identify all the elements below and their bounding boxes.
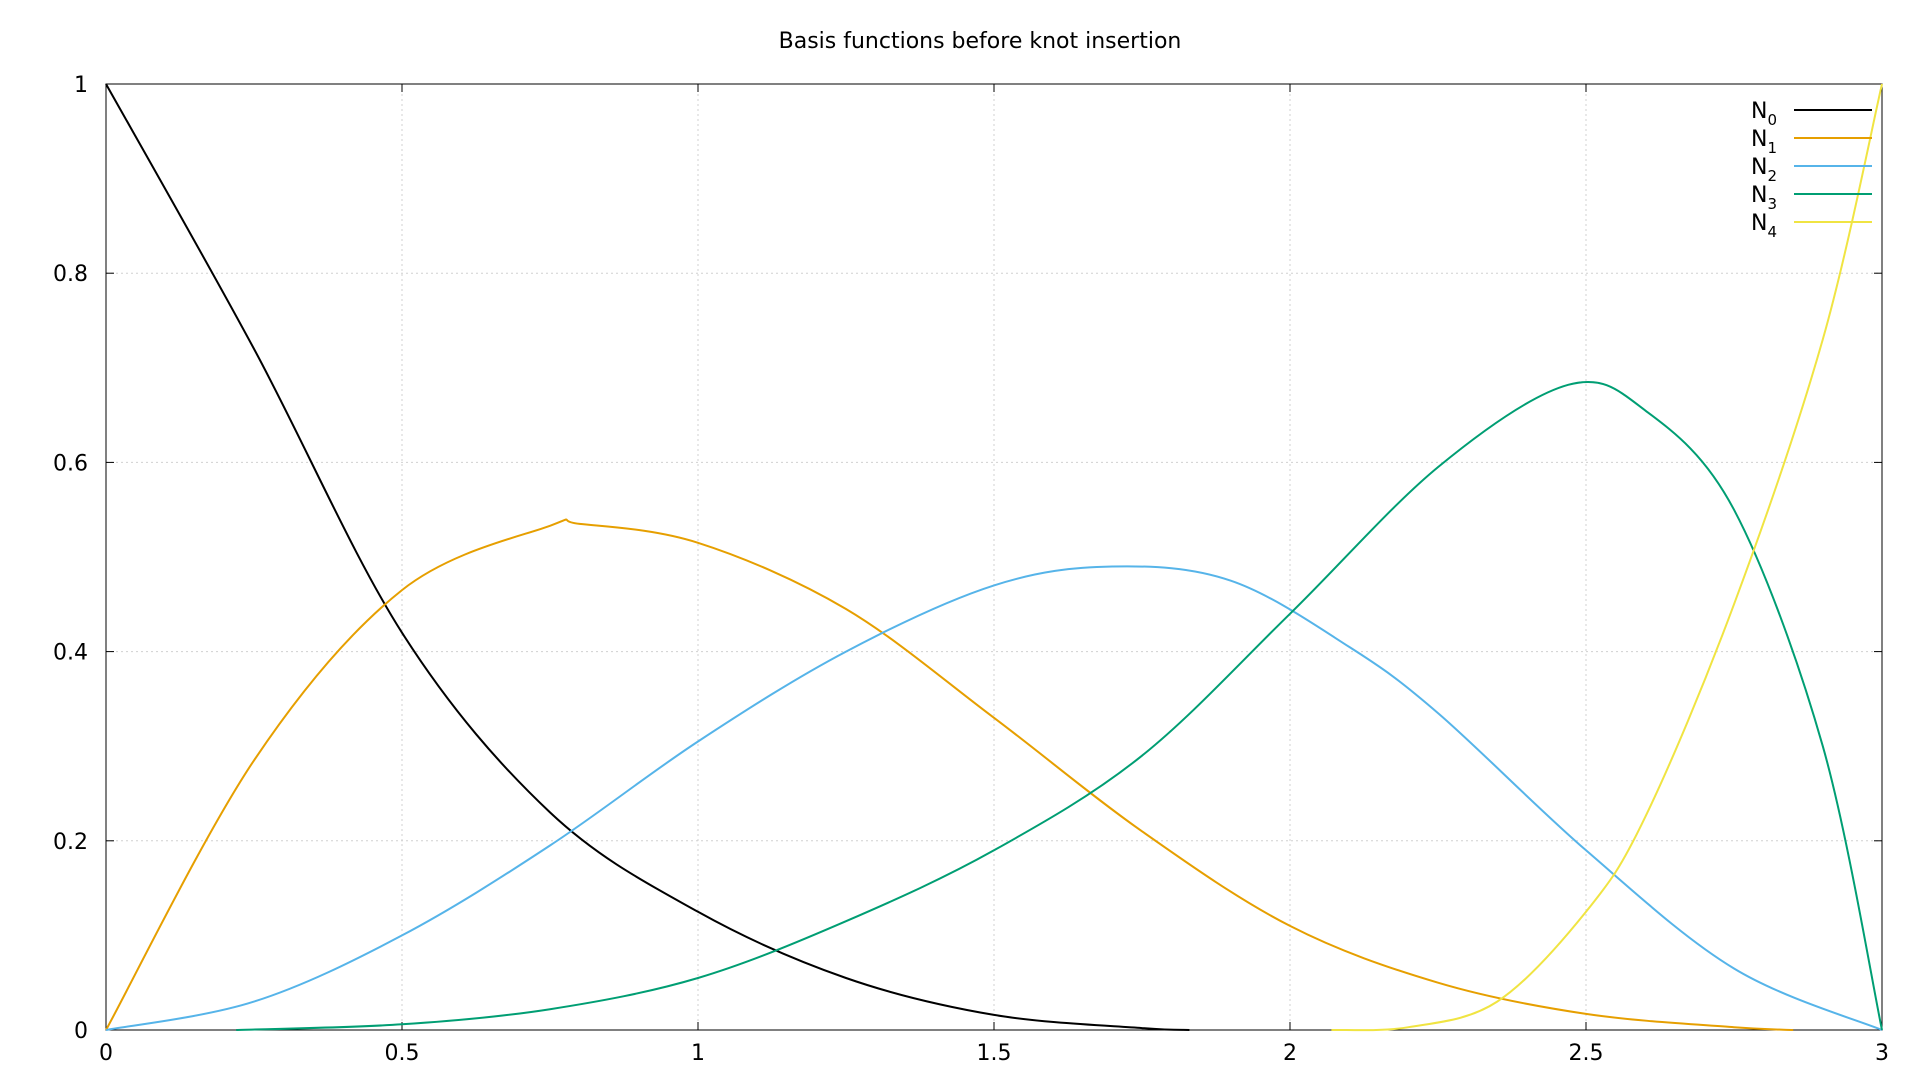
- y-tick-label: 1: [74, 73, 88, 98]
- chart-title: Basis functions before knot insertion: [779, 29, 1182, 54]
- legend-label-n3: N3: [1751, 183, 1777, 213]
- series-line-n3: [236, 380, 1883, 1031]
- legend-label-n4: N4: [1751, 211, 1777, 241]
- x-tick-label: 3: [1875, 1041, 1889, 1066]
- series-line-n1: [105, 518, 1794, 1031]
- series-lines: [105, 83, 1883, 1032]
- series-line-n2: [105, 565, 1883, 1031]
- grid: [106, 84, 1882, 1030]
- x-tick-label: 2.5: [1569, 1041, 1604, 1066]
- x-tick-label: 2: [1283, 1041, 1297, 1066]
- x-tick-label: 0: [99, 1041, 113, 1066]
- y-tick-label: 0.8: [53, 262, 88, 287]
- series-line-n4: [1331, 83, 1883, 1032]
- y-tick-label: 0.6: [53, 451, 88, 476]
- y-tick-label: 0.4: [53, 641, 88, 666]
- x-tick-label: 1: [691, 1041, 705, 1066]
- legend-label-n2: N2: [1751, 155, 1777, 185]
- legend-label-n0: N0: [1751, 99, 1777, 129]
- legend-label-n1: N1: [1751, 127, 1777, 157]
- x-tick-label: 1.5: [977, 1041, 1012, 1066]
- x-tick-label: 0.5: [385, 1041, 420, 1066]
- series-line-n0: [105, 83, 1190, 1031]
- axis-ticks: 0 0.5 1 1.5 2 2.5 3 0 0.2 0.4 0.6 0.8 1: [53, 73, 1889, 1066]
- y-tick-label: 0.2: [53, 830, 88, 855]
- y-tick-label: 0: [74, 1019, 88, 1044]
